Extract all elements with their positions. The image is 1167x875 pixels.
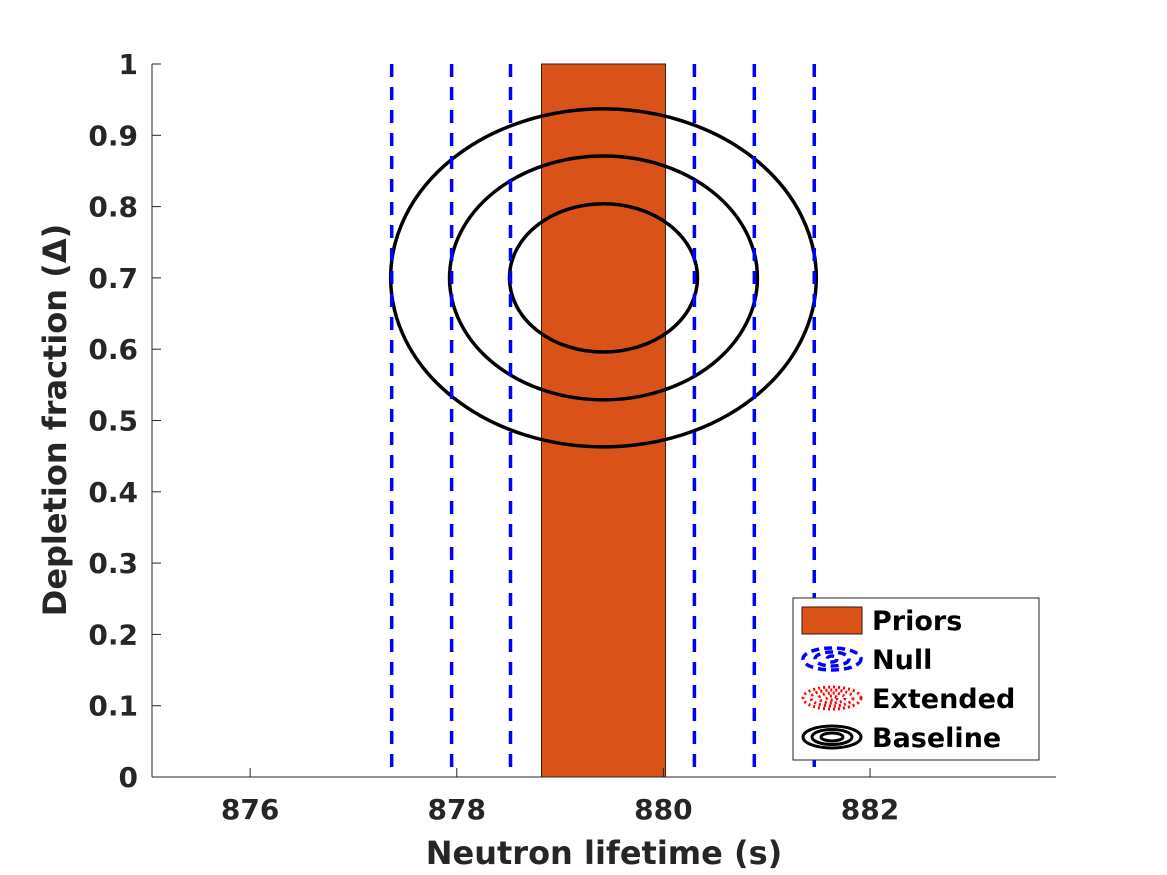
baseline-contour-2 <box>447 154 760 402</box>
legend-label-extended: Extended <box>872 684 1015 715</box>
y-tick-label: 0.2 <box>88 618 138 651</box>
y-tick-label: 0.1 <box>88 690 138 723</box>
x-axis-title: Neutron lifetime (s) <box>426 834 783 872</box>
x-tick-label: 878 <box>428 793 486 826</box>
y-ticks: 0 0.1 0.2 0.3 0.4 0.5 0.6 0.7 0.8 0.9 1 <box>88 48 161 794</box>
y-tick-label: 0.9 <box>88 119 138 152</box>
y-tick-label: 0.3 <box>88 547 138 580</box>
x-tick-label: 882 <box>841 793 899 826</box>
x-tick-label: 876 <box>221 793 279 826</box>
y-tick-label: 0.7 <box>88 262 138 295</box>
legend-swatch-extended <box>801 685 863 711</box>
x-tick-label: 880 <box>634 793 692 826</box>
x-ticks: 876 878 880 882 <box>221 768 899 826</box>
priors-layer <box>540 63 666 778</box>
y-tick-label: 0 <box>119 761 138 794</box>
legend-label-null: Null <box>872 645 932 676</box>
y-tick-label: 0.4 <box>88 476 138 509</box>
null-lines <box>389 64 816 777</box>
y-tick-label: 1 <box>119 48 138 81</box>
priors-band <box>540 63 666 778</box>
y-tick-label: 0.5 <box>88 405 138 438</box>
legend: Priors Null Extended Baseline <box>792 597 1040 761</box>
y-tick-label: 0.8 <box>88 191 138 224</box>
y-axis-title: Depletion fraction (Δ) <box>36 224 74 616</box>
legend-swatch-null <box>801 646 863 672</box>
legend-swatch-baseline <box>801 724 863 750</box>
legend-swatch-priors <box>801 606 863 635</box>
y-tick-label: 0.6 <box>88 333 138 366</box>
legend-label-baseline: Baseline <box>872 723 1001 754</box>
legend-label-priors: Priors <box>872 606 962 637</box>
